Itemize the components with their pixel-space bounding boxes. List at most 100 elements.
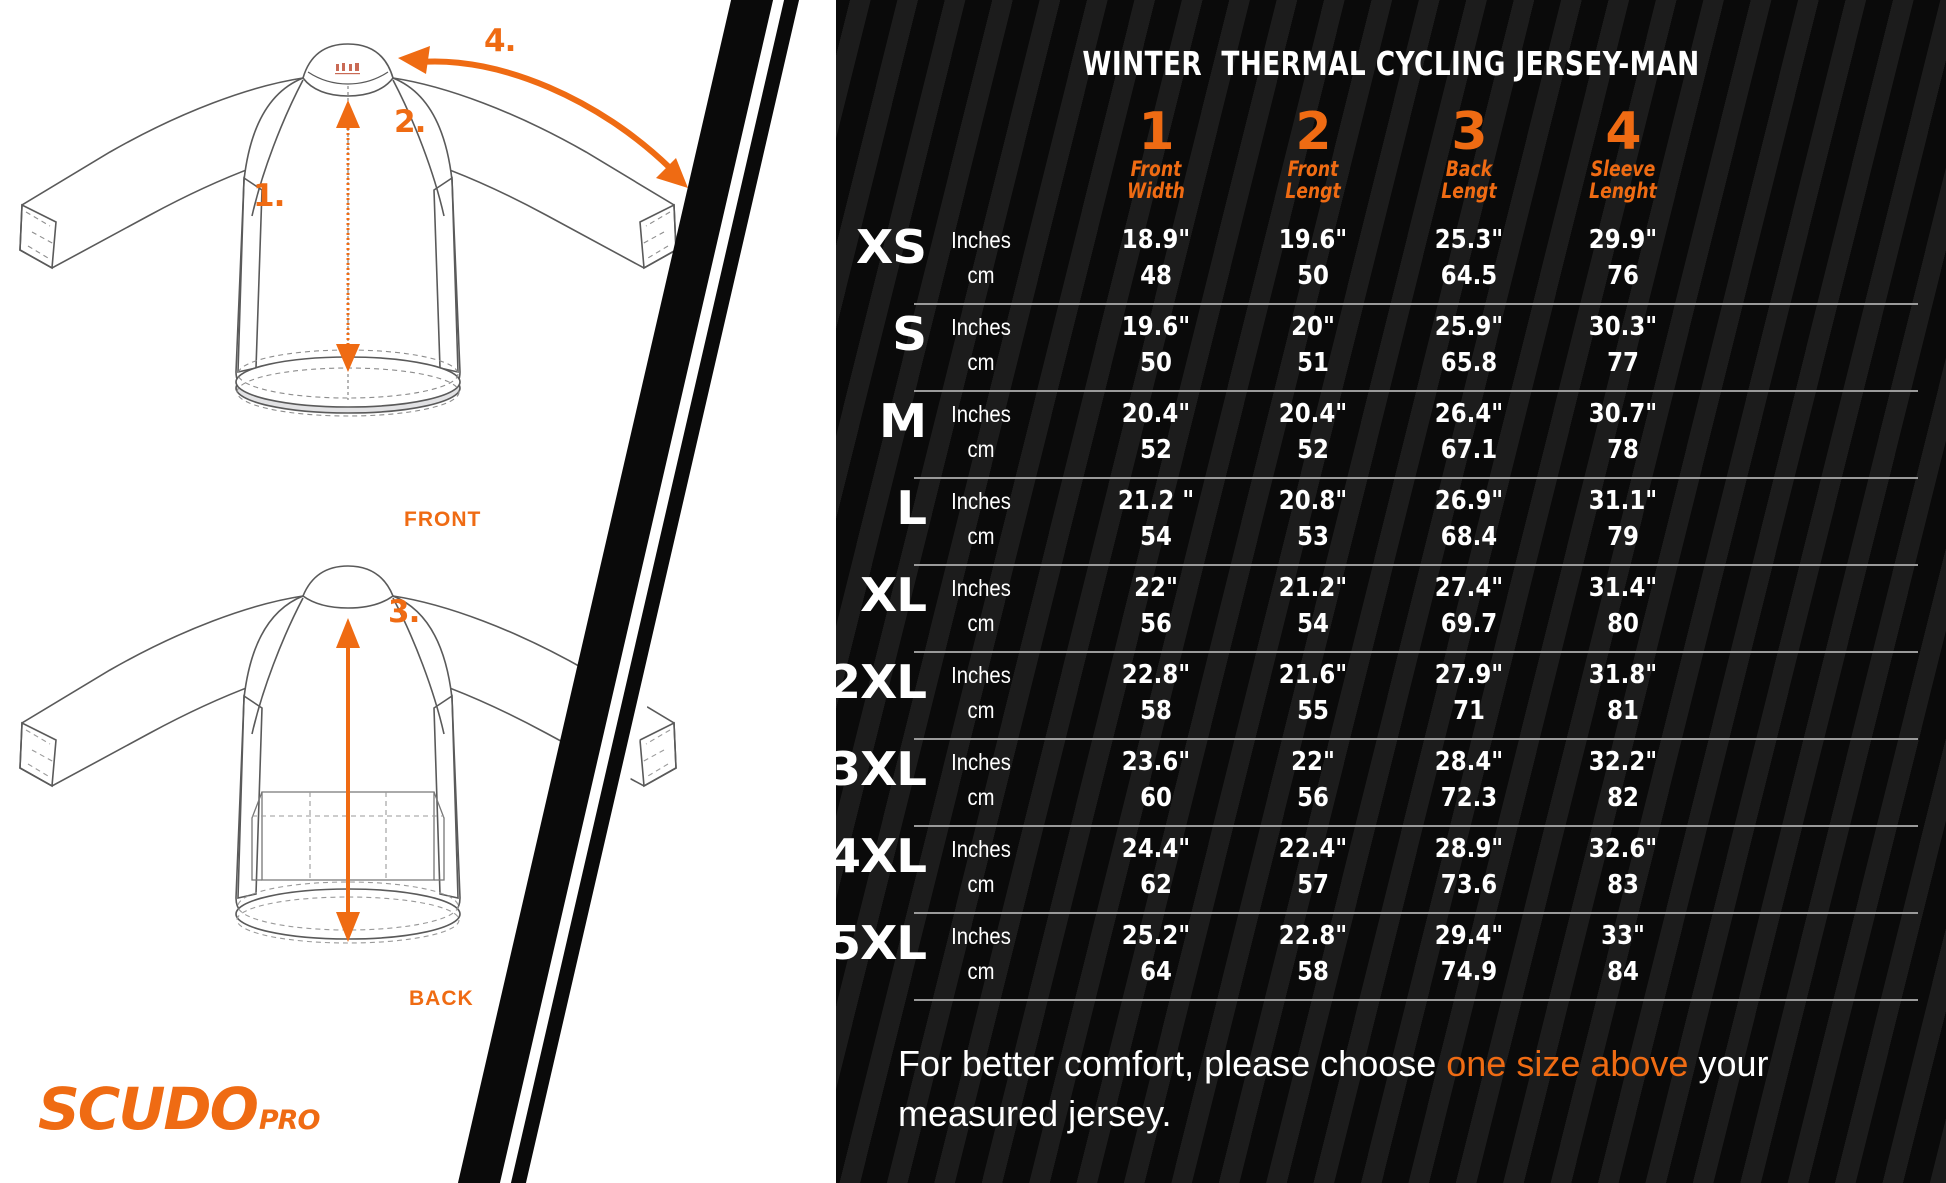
cell-inches: 27.4" (1434, 573, 1504, 603)
cell-inches: 23.6" (1121, 747, 1191, 777)
cell-inches: 19.6" (1121, 312, 1191, 342)
cell-inches: 32.2" (1588, 747, 1658, 777)
table-body: XS Inches cm 18.9" 19.6" 25.3" 29.9" 48 50 64.5 76… (836, 216, 1946, 1001)
unit-label-cm: cm (967, 349, 995, 375)
marker-2: 2. (394, 104, 426, 140)
column-label: Sleeve Lenght (1589, 157, 1657, 203)
cell-inches: 28.9" (1434, 834, 1504, 864)
cell-inches: 25.9" (1434, 312, 1504, 342)
unit-label-inches: Inches (951, 227, 1011, 253)
unit-label-cm: cm (967, 436, 995, 462)
footer-highlight: one size above (1446, 1043, 1689, 1084)
cell-inches: 27.9" (1434, 660, 1504, 690)
footer-text-part1: For better comfort, please choose (898, 1043, 1447, 1084)
size-label-l: L (896, 481, 927, 535)
page-title: WINTER THERMAL CYCLING JERSEY-MAN (1082, 44, 1700, 83)
row-divider (914, 564, 1918, 566)
cell-inches: 33" (1601, 921, 1645, 951)
cell-cm: 50 (1297, 261, 1329, 291)
cell-cm: 77 (1607, 348, 1639, 378)
column-number: 3 (1451, 102, 1487, 162)
unit-label-cm: cm (967, 610, 995, 636)
cell-cm: 52 (1140, 435, 1172, 465)
cell-cm: 65.8 (1440, 348, 1498, 378)
table-column-headers: 1 Front Width 2 Front Lengt 3 Back Lengt 4 Slee… (836, 106, 1946, 216)
marker-4: 4. (484, 23, 516, 59)
size-label-2xl: 2XL (836, 655, 927, 709)
row-divider (914, 303, 1918, 305)
cell-inches: 25.2" (1121, 921, 1191, 951)
column-label: Front Width (1127, 157, 1185, 203)
cell-inches: 22.4" (1278, 834, 1348, 864)
brand-name: SCUDO (38, 1075, 259, 1143)
cell-inches: 20.4" (1278, 399, 1348, 429)
row-divider (914, 390, 1918, 392)
table-row: XS Inches cm 18.9" 19.6" 25.3" 29.9" 48 50 64.5 76 (836, 216, 1946, 303)
size-label-m: M (878, 394, 927, 448)
cell-cm: 73.6 (1440, 870, 1498, 900)
cell-inches: 26.4" (1434, 399, 1504, 429)
unit-label-inches: Inches (951, 923, 1011, 949)
column-number: 2 (1295, 102, 1331, 162)
cell-inches: 31.4" (1588, 573, 1658, 603)
cell-cm: 64 (1140, 957, 1172, 987)
column-header-3: 3 Back Lengt (1394, 106, 1544, 202)
cell-cm: 54 (1140, 522, 1172, 552)
cell-cm: 80 (1607, 609, 1639, 639)
cell-cm: 82 (1607, 783, 1639, 813)
column-label: Back Lengt (1441, 157, 1497, 203)
cell-cm: 57 (1297, 870, 1329, 900)
size-label-5xl: 5XL (836, 916, 927, 970)
cell-cm: 56 (1297, 783, 1329, 813)
cell-inches: 22" (1291, 747, 1335, 777)
size-label-xl: XL (860, 568, 927, 622)
cell-cm: 81 (1607, 696, 1639, 726)
cell-cm: 58 (1140, 696, 1172, 726)
collar-logo-icon (335, 63, 360, 75)
cell-inches: 20.8" (1278, 486, 1348, 516)
unit-label-inches: Inches (951, 836, 1011, 862)
cell-cm: 68.4 (1440, 522, 1498, 552)
cell-cm: 52 (1297, 435, 1329, 465)
cell-cm: 64.5 (1440, 261, 1498, 291)
cell-inches: 18.9" (1121, 225, 1191, 255)
row-divider (914, 999, 1918, 1001)
cell-inches: 20" (1291, 312, 1335, 342)
front-view-label: FRONT (404, 508, 482, 531)
unit-label-inches: Inches (951, 662, 1011, 688)
cell-inches: 21.6" (1278, 660, 1348, 690)
table-row: 2XL Inches cm 22.8" 21.6" 27.9" 31.8" 58 55 71 81 (836, 651, 1946, 738)
cell-cm: 71 (1453, 696, 1485, 726)
cell-inches: 29.4" (1434, 921, 1504, 951)
cell-inches: 24.4" (1121, 834, 1191, 864)
cell-cm: 56 (1140, 609, 1172, 639)
cell-inches: 21.2 " (1117, 486, 1195, 516)
column-header-1: 1 Front Width (1081, 106, 1231, 202)
size-label-xs: XS (856, 220, 927, 274)
table-row: M Inches cm 20.4" 20.4" 26.4" 30.7" 52 52 67.1 78 (836, 390, 1946, 477)
cell-cm: 74.9 (1440, 957, 1498, 987)
size-table-panel: WINTER THERMAL CYCLING JERSEY-MAN 1 Front… (836, 0, 1946, 1183)
size-table: 1 Front Width 2 Front Lengt 3 Back Lengt 4 Slee… (836, 106, 1946, 1001)
cell-cm: 54 (1297, 609, 1329, 639)
unit-label-inches: Inches (951, 575, 1011, 601)
cell-cm: 50 (1140, 348, 1172, 378)
cell-inches: 28.4" (1434, 747, 1504, 777)
cell-cm: 51 (1297, 348, 1329, 378)
cell-cm: 69.7 (1440, 609, 1498, 639)
cell-inches: 25.3" (1434, 225, 1504, 255)
footer-note: For better comfort, please choose one si… (898, 1039, 1922, 1139)
cell-inches: 29.9" (1588, 225, 1658, 255)
unit-label-cm: cm (967, 784, 995, 810)
unit-label-cm: cm (967, 262, 995, 288)
table-row: 5XL Inches cm 25.2" 22.8" 29.4" 33" 64 58 74.9 84 (836, 912, 1946, 999)
unit-label-cm: cm (967, 697, 995, 723)
cell-inches: 22.8" (1278, 921, 1348, 951)
footer-text-part2: your measured jersey. (898, 1043, 1769, 1134)
cell-inches: 22" (1134, 573, 1178, 603)
row-divider (914, 738, 1918, 740)
cell-inches: 20.4" (1121, 399, 1191, 429)
marker-1: 1. (253, 178, 285, 214)
table-row: L Inches cm 21.2 " 20.8" 26.9" 31.1" 54 53 68.4 79 (836, 477, 1946, 564)
